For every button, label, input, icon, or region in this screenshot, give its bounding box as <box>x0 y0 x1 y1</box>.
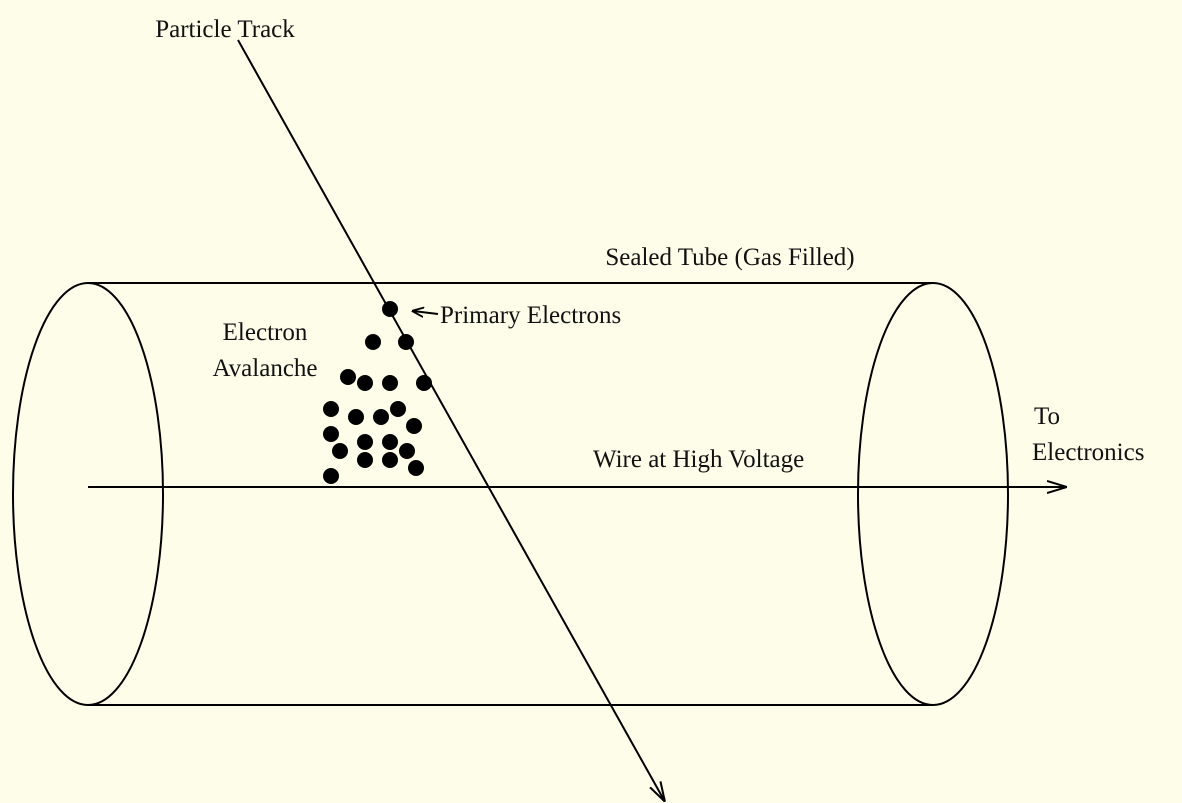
label: Primary Electrons <box>440 302 621 329</box>
label: To <box>1034 403 1060 430</box>
label: Wire at High Voltage <box>593 446 804 473</box>
label: Sealed Tube (Gas Filled) <box>605 244 854 271</box>
electrons <box>323 301 432 484</box>
label: Particle Track <box>155 16 295 43</box>
label: Avalanche <box>212 355 317 382</box>
label: Electron <box>223 319 308 346</box>
particle-track <box>237 39 664 800</box>
tube <box>12 282 1009 706</box>
pointer-arrow <box>413 311 439 314</box>
label: Electronics <box>1032 439 1144 466</box>
